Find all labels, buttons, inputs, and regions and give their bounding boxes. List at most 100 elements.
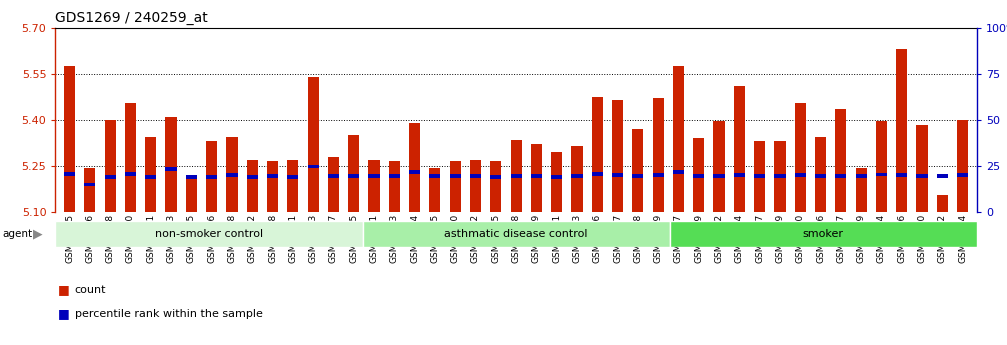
Bar: [592, 97, 603, 212]
Bar: [145, 175, 156, 179]
Bar: [632, 129, 643, 212]
Bar: [429, 174, 440, 178]
Bar: [348, 174, 359, 178]
Bar: [937, 195, 948, 212]
Bar: [673, 66, 684, 212]
Bar: [145, 137, 156, 212]
Bar: [876, 173, 887, 177]
Bar: [449, 161, 461, 212]
Text: non-smoker control: non-smoker control: [155, 229, 263, 239]
Bar: [734, 174, 745, 177]
Bar: [713, 174, 725, 178]
Bar: [185, 177, 197, 212]
Bar: [592, 172, 603, 176]
Bar: [754, 174, 765, 178]
Bar: [389, 161, 400, 212]
Bar: [815, 174, 826, 178]
Bar: [511, 140, 522, 212]
Bar: [916, 174, 927, 178]
Bar: [267, 174, 278, 178]
Bar: [307, 77, 319, 212]
Bar: [85, 183, 96, 186]
Bar: [85, 168, 96, 212]
Bar: [774, 174, 785, 178]
Bar: [363, 221, 670, 247]
Bar: [551, 175, 562, 179]
Bar: [64, 66, 76, 212]
Bar: [328, 157, 339, 212]
Bar: [125, 172, 136, 176]
Text: smoker: smoker: [803, 229, 844, 239]
Bar: [165, 117, 176, 212]
Bar: [307, 165, 319, 168]
Bar: [815, 137, 826, 212]
Bar: [571, 146, 583, 212]
Bar: [247, 175, 258, 179]
Bar: [551, 152, 562, 212]
Bar: [713, 121, 725, 212]
Bar: [896, 49, 907, 212]
Bar: [409, 170, 420, 174]
Bar: [105, 120, 116, 212]
Bar: [571, 174, 583, 178]
Bar: [795, 103, 806, 212]
Bar: [369, 160, 380, 212]
Bar: [896, 174, 907, 177]
Bar: [531, 174, 542, 178]
Text: ▶: ▶: [33, 227, 43, 240]
Bar: [490, 175, 501, 179]
Bar: [409, 123, 420, 212]
Bar: [287, 160, 298, 212]
Bar: [64, 172, 76, 176]
Bar: [165, 167, 176, 171]
Bar: [55, 221, 363, 247]
Bar: [670, 221, 977, 247]
Bar: [774, 141, 785, 212]
Bar: [937, 174, 948, 178]
Bar: [957, 174, 968, 177]
Bar: [185, 175, 197, 179]
Bar: [247, 160, 258, 212]
Bar: [389, 174, 400, 178]
Bar: [835, 174, 847, 178]
Text: percentile rank within the sample: percentile rank within the sample: [75, 309, 263, 319]
Text: GDS1269 / 240259_at: GDS1269 / 240259_at: [55, 11, 208, 25]
Bar: [795, 174, 806, 177]
Bar: [369, 174, 380, 178]
Bar: [267, 161, 278, 212]
Bar: [632, 174, 643, 178]
Bar: [876, 121, 887, 212]
Text: agent: agent: [2, 229, 32, 239]
Bar: [531, 145, 542, 212]
Text: ■: ■: [57, 307, 69, 321]
Bar: [328, 174, 339, 178]
Bar: [957, 120, 968, 212]
Bar: [734, 86, 745, 212]
Bar: [449, 174, 461, 178]
Bar: [653, 98, 664, 212]
Text: count: count: [75, 285, 106, 295]
Bar: [470, 174, 481, 178]
Bar: [916, 125, 927, 212]
Bar: [856, 174, 867, 178]
Bar: [856, 168, 867, 212]
Text: asthmatic disease control: asthmatic disease control: [444, 229, 588, 239]
Bar: [754, 141, 765, 212]
Bar: [227, 174, 238, 177]
Bar: [490, 161, 501, 212]
Bar: [693, 174, 704, 178]
Text: ■: ■: [57, 283, 69, 296]
Bar: [835, 109, 847, 212]
Bar: [612, 100, 623, 212]
Bar: [653, 174, 664, 177]
Bar: [105, 175, 116, 179]
Bar: [511, 174, 522, 178]
Bar: [125, 103, 136, 212]
Bar: [693, 138, 704, 212]
Bar: [287, 175, 298, 179]
Bar: [206, 141, 218, 212]
Bar: [206, 175, 218, 179]
Bar: [673, 170, 684, 174]
Bar: [612, 174, 623, 177]
Bar: [227, 137, 238, 212]
